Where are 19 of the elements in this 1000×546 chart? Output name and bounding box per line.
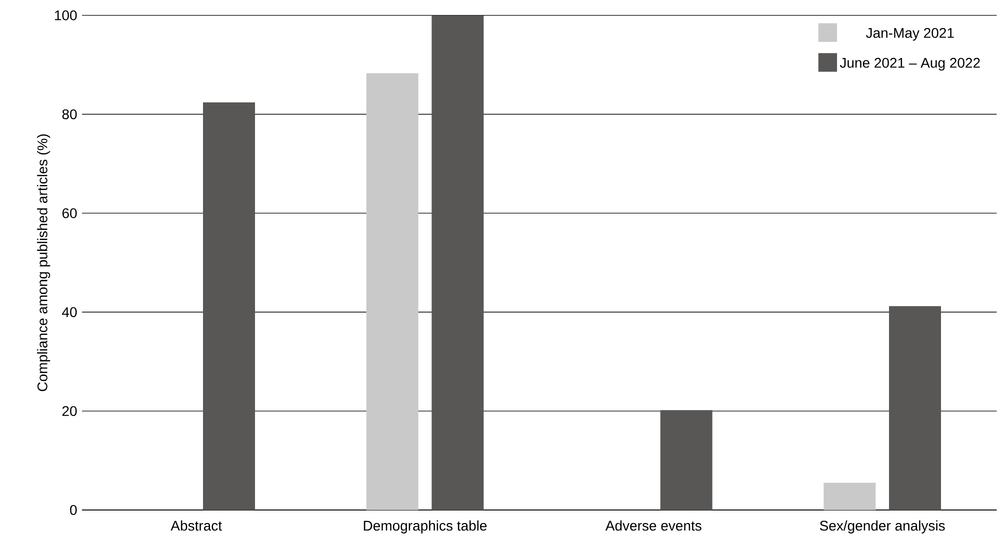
y-tick-label: 80 (62, 109, 77, 120)
y-axis-title: Compliance among published articles (%) (37, 134, 50, 392)
bar (660, 410, 712, 510)
bar (366, 73, 418, 510)
legend-label: June 2021 – Aug 2022 (840, 58, 980, 71)
x-tick-label: Abstract (170, 520, 222, 531)
y-tick-label: 60 (62, 208, 77, 218)
bar (432, 15, 484, 510)
x-tick-label: Demographics table (364, 520, 487, 534)
x-tick-label: Adverse events (605, 520, 702, 531)
legend-label: Jan-May 2021 (866, 28, 954, 41)
y-tick-label: 40 (62, 307, 77, 318)
x-tick-label: Sex/gender analysis (820, 520, 945, 534)
y-tick-label: 100 (55, 10, 77, 20)
y-tick-label: 0 (70, 505, 77, 515)
bar (203, 102, 256, 510)
bar (888, 306, 941, 510)
bar (824, 482, 876, 510)
y-tick-label: 20 (62, 406, 77, 416)
